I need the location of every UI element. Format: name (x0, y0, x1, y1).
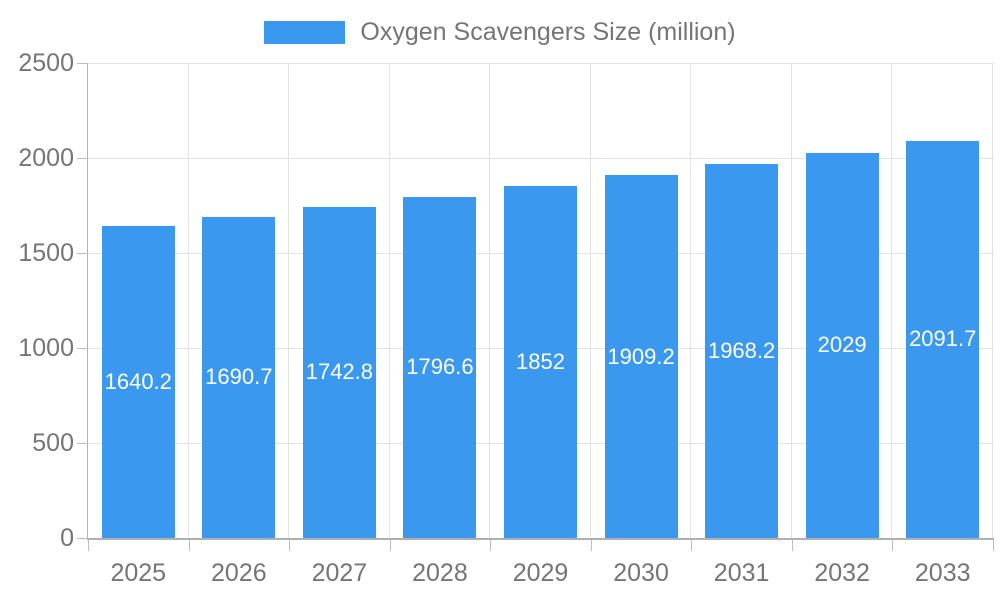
bar-2032[interactable]: 2029 (805, 152, 879, 538)
x-axis-tick-mark (691, 540, 692, 551)
gridline-horizontal (88, 157, 994, 159)
bar-2031[interactable]: 1968.2 (705, 164, 779, 538)
x-axis-tick-label: 2028 (412, 559, 468, 587)
bar-2029[interactable]: 1852 (504, 186, 577, 538)
y-axis-tick-label: 2500 (18, 49, 74, 77)
bar-2028[interactable]: 1796.6 (403, 196, 477, 538)
y-axis-tick-mark (77, 537, 88, 539)
legend[interactable]: Oxygen Scavengers Size (million) (0, 18, 1000, 47)
bar-value-label: 1852 (516, 349, 565, 375)
gridline-vertical (288, 63, 289, 538)
x-axis-tick-mark (892, 540, 893, 551)
x-axis-tick-mark (88, 540, 89, 551)
bar-value-label: 1909.2 (607, 343, 675, 369)
plot-area: 1640.2 1690.7 1742.8 1796.6 1852 1909.2 1968.2… (87, 62, 994, 540)
bar-value-label: 1690.7 (205, 364, 273, 390)
gridline-vertical (188, 63, 189, 538)
y-axis-tick-label: 500 (32, 429, 74, 457)
gridline-vertical (690, 63, 691, 538)
y-axis-tick-mark (77, 252, 88, 254)
x-axis-tick-mark (189, 540, 190, 551)
x-axis-tick-mark (390, 540, 391, 551)
legend-swatch-icon (264, 21, 346, 44)
y-axis-tick-mark (77, 347, 88, 349)
x-axis-tick-label: 2030 (613, 559, 669, 587)
bar-2033[interactable]: 2091.7 (906, 140, 980, 538)
y-axis-tick-label: 1000 (18, 334, 74, 362)
bar-value-label: 1742.8 (305, 359, 374, 385)
bar-2025[interactable]: 1640.2 (101, 226, 175, 538)
bar-value-label: 1968.2 (707, 338, 776, 364)
bar-value-label: 1640.2 (104, 369, 172, 395)
y-axis-tick-mark (77, 62, 88, 64)
bar-value-label: 2091.7 (909, 326, 977, 352)
x-axis-tick-label: 2029 (512, 559, 569, 587)
x-axis-tick-label: 2026 (211, 559, 267, 587)
x-axis-tick-mark (490, 540, 491, 551)
gridline-vertical (791, 63, 792, 538)
y-axis-tick-mark (77, 442, 88, 444)
bar-value-label: 1796.6 (406, 354, 474, 380)
bar-2026[interactable]: 1690.7 (202, 216, 276, 538)
legend-label: Oxygen Scavengers Size (million) (360, 18, 736, 46)
x-axis-tick-mark (993, 540, 994, 551)
y-axis-tick-label: 0 (60, 524, 74, 552)
gridline-horizontal (88, 62, 994, 64)
x-axis-tick-mark (591, 540, 592, 551)
x-axis-tick-label: 2032 (814, 559, 870, 587)
gridline-vertical (489, 63, 490, 538)
gridline-vertical (590, 63, 591, 538)
y-axis-tick-label: 2000 (18, 144, 74, 172)
gridline-vertical (891, 63, 892, 538)
bar-value-label: 2029 (817, 332, 867, 358)
bar-2027[interactable]: 1742.8 (302, 206, 376, 538)
y-axis-tick-label: 1500 (18, 239, 74, 267)
x-axis-tick-mark (792, 540, 793, 551)
x-axis-tick-label: 2031 (713, 559, 770, 587)
x-axis-tick-label: 2033 (914, 559, 971, 587)
x-axis-tick-label: 2027 (311, 559, 368, 587)
x-axis-tick-label: 2025 (110, 559, 167, 587)
bar-2030[interactable]: 1909.2 (604, 175, 678, 538)
gridline-vertical (992, 63, 993, 538)
y-axis-tick-mark (77, 157, 88, 159)
x-axis-tick-mark (289, 540, 290, 551)
gridline-vertical (389, 63, 390, 538)
